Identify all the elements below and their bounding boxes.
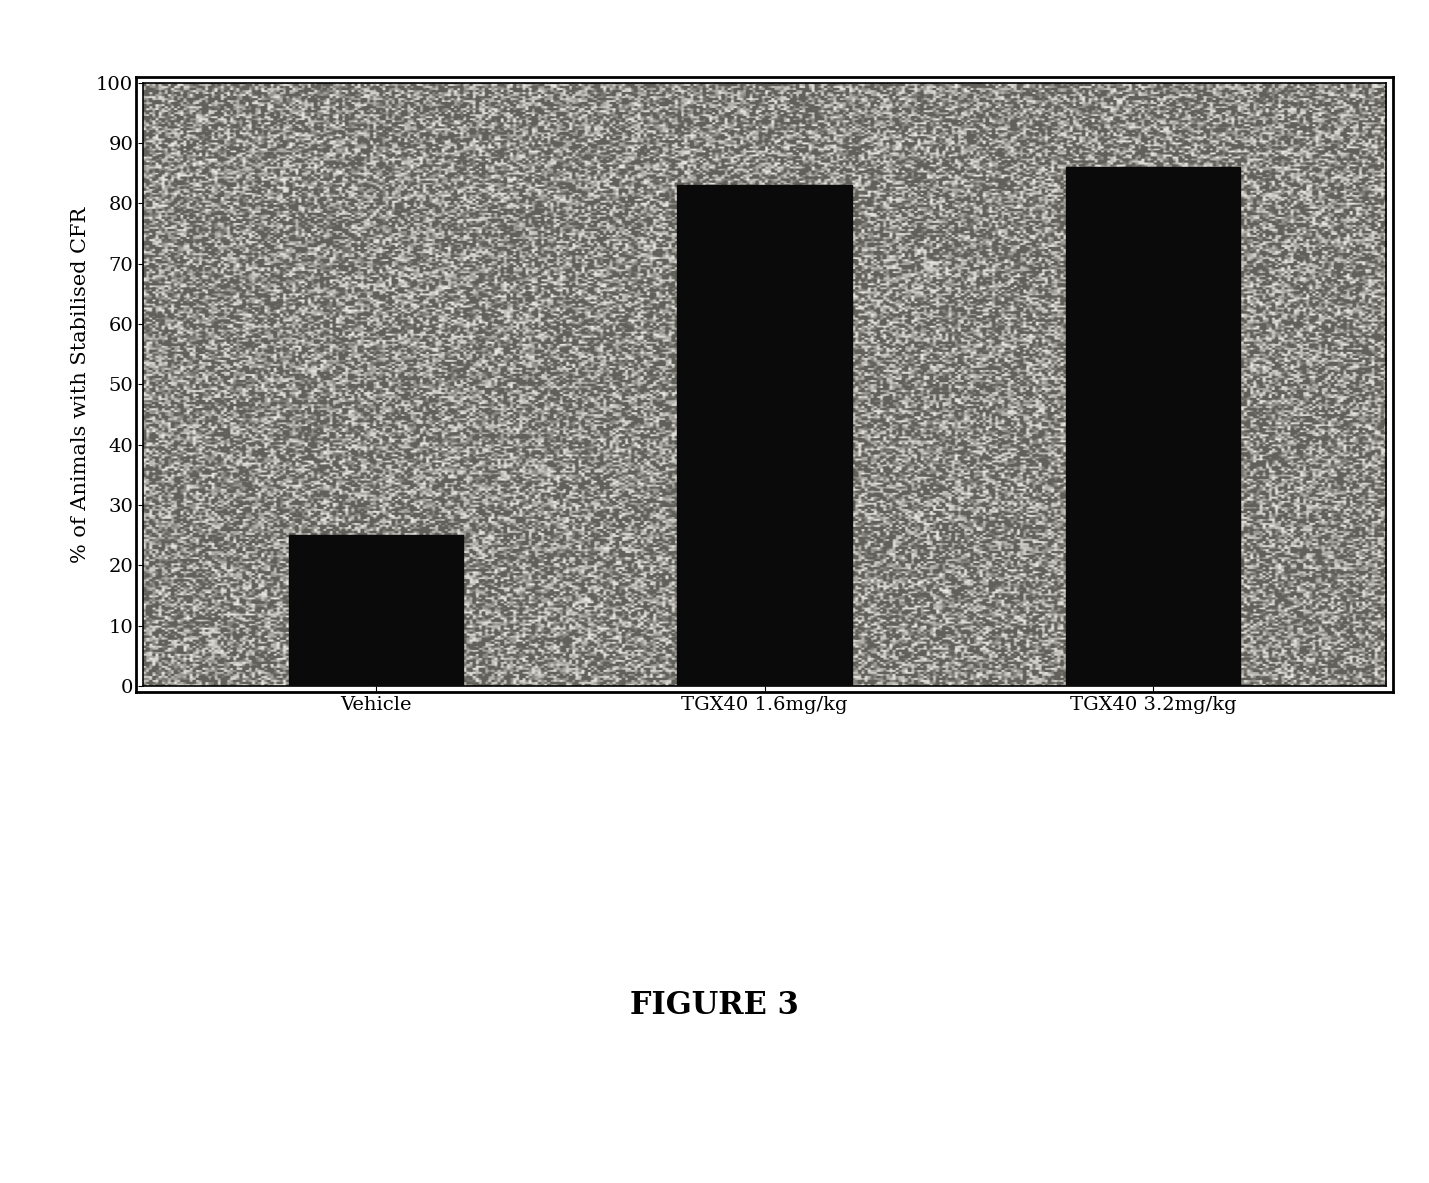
Bar [289,536,463,686]
Y-axis label: % of Animals with Stabilised CFR: % of Animals with Stabilised CFR [71,206,90,563]
Bar [677,186,852,686]
Bar [1066,167,1240,686]
Text: FIGURE 3: FIGURE 3 [630,990,799,1021]
